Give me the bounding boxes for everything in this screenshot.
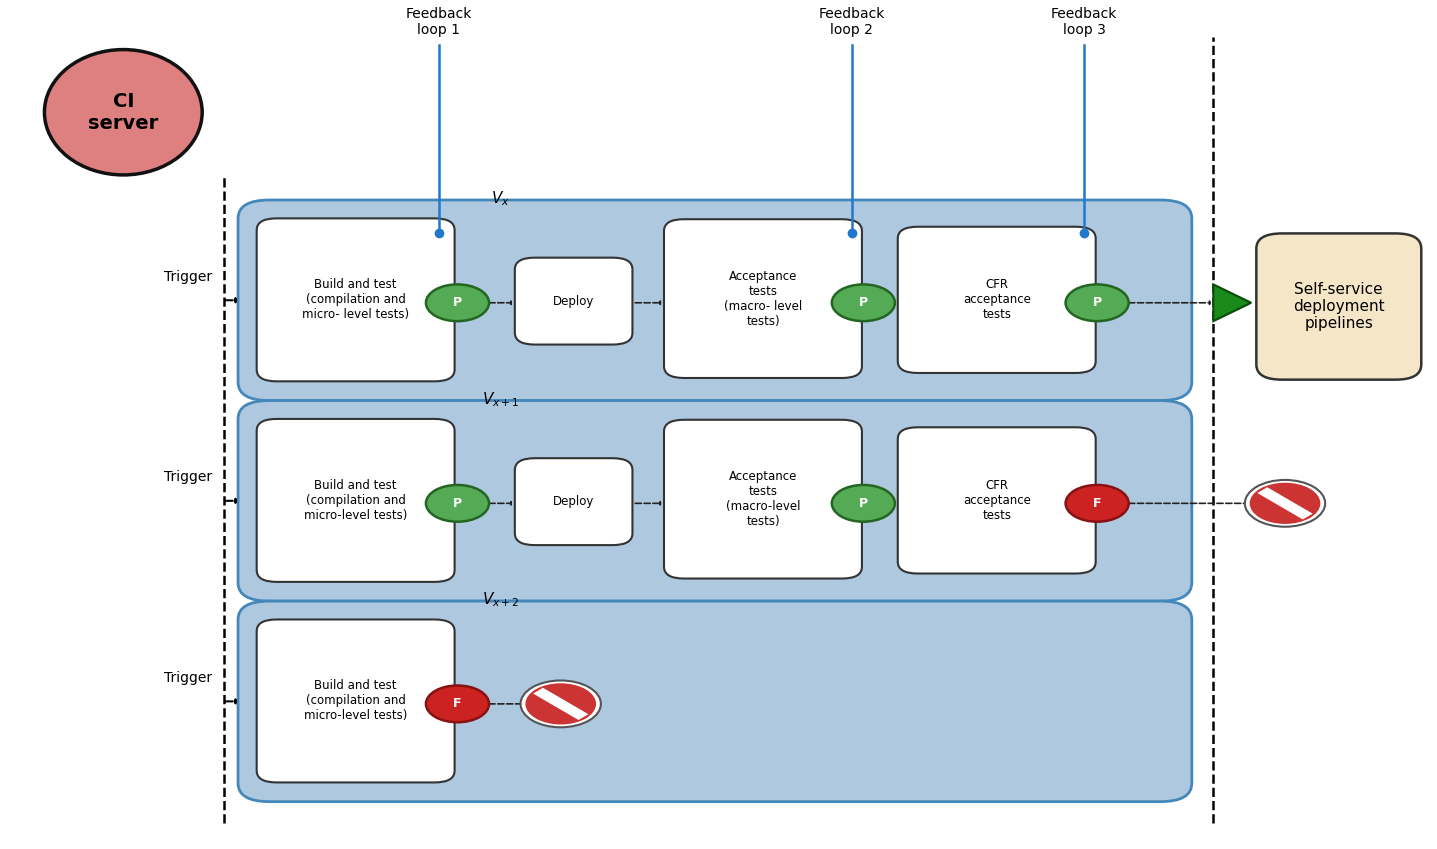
Circle shape (526, 683, 596, 724)
Polygon shape (1213, 284, 1252, 321)
FancyBboxPatch shape (514, 257, 632, 345)
Text: Build and test
(compilation and
micro-level tests): Build and test (compilation and micro-le… (305, 479, 407, 522)
Circle shape (425, 284, 489, 321)
Bar (533, 688, 588, 720)
Text: Acceptance
tests
(macro-level
tests): Acceptance tests (macro-level tests) (726, 470, 800, 528)
Text: CI
server: CI server (88, 92, 158, 132)
Text: P: P (453, 497, 463, 510)
Text: P: P (1092, 296, 1102, 309)
Text: Acceptance
tests
(macro- level
tests): Acceptance tests (macro- level tests) (724, 270, 802, 328)
Text: Deploy: Deploy (553, 495, 595, 509)
Bar (1257, 487, 1313, 520)
Circle shape (1066, 284, 1128, 321)
Text: Self-service
deployment
pipelines: Self-service deployment pipelines (1293, 282, 1385, 331)
Text: Build and test
(compilation and
micro- level tests): Build and test (compilation and micro- l… (302, 278, 410, 322)
Circle shape (1250, 483, 1321, 524)
Text: F: F (453, 697, 461, 711)
FancyBboxPatch shape (514, 458, 632, 545)
Circle shape (425, 685, 489, 722)
Text: Trigger: Trigger (164, 270, 213, 284)
Circle shape (520, 681, 601, 728)
FancyBboxPatch shape (239, 601, 1191, 801)
Text: CFR
acceptance
tests: CFR acceptance tests (963, 479, 1030, 522)
Text: $V_{x+1}$: $V_{x+1}$ (481, 391, 519, 409)
Ellipse shape (45, 49, 203, 175)
Text: P: P (859, 296, 868, 309)
FancyBboxPatch shape (898, 427, 1095, 574)
FancyBboxPatch shape (257, 218, 454, 381)
Text: $V_x$: $V_x$ (491, 189, 510, 208)
Text: Feedback
loop 3: Feedback loop 3 (1050, 7, 1118, 37)
Circle shape (425, 485, 489, 522)
Text: P: P (859, 497, 868, 510)
Circle shape (1244, 480, 1325, 526)
Text: Feedback
loop 1: Feedback loop 1 (405, 7, 471, 37)
Text: Trigger: Trigger (164, 671, 213, 685)
Circle shape (1066, 485, 1128, 522)
FancyBboxPatch shape (664, 419, 862, 578)
FancyBboxPatch shape (239, 401, 1191, 601)
Text: Deploy: Deploy (553, 295, 595, 307)
Text: F: F (1094, 497, 1101, 510)
Text: P: P (453, 296, 463, 309)
Circle shape (832, 485, 895, 522)
Text: Build and test
(compilation and
micro-level tests): Build and test (compilation and micro-le… (305, 679, 407, 722)
Text: $V_{x+2}$: $V_{x+2}$ (481, 591, 519, 610)
FancyBboxPatch shape (257, 620, 454, 783)
FancyBboxPatch shape (664, 219, 862, 378)
FancyBboxPatch shape (239, 200, 1191, 401)
Text: Feedback
loop 2: Feedback loop 2 (819, 7, 885, 37)
FancyBboxPatch shape (1256, 233, 1421, 380)
Text: CFR
acceptance
tests: CFR acceptance tests (963, 278, 1030, 322)
Text: Trigger: Trigger (164, 470, 213, 485)
FancyBboxPatch shape (257, 419, 454, 582)
FancyBboxPatch shape (898, 227, 1095, 373)
Circle shape (832, 284, 895, 321)
